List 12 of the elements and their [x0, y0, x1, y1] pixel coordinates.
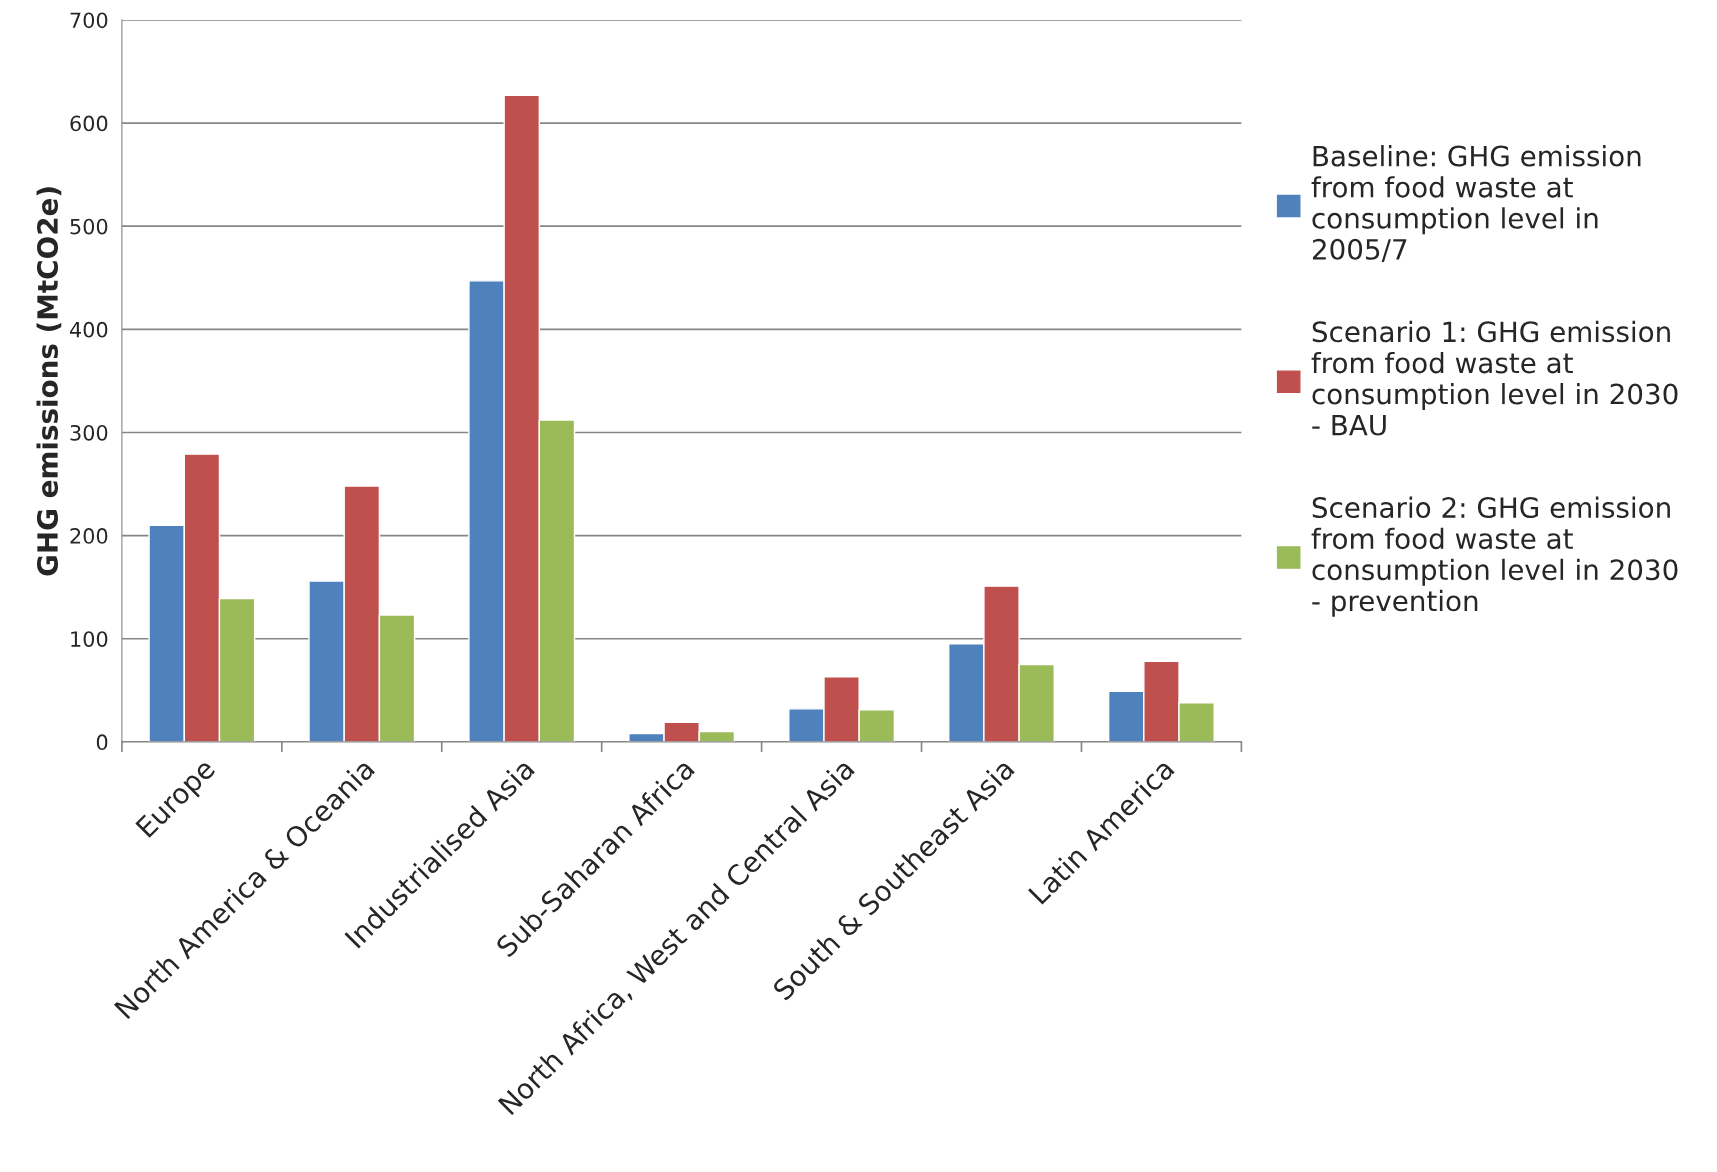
- y-axis-title: GHG emissions (MtCO2e): [36, 187, 62, 576]
- legend-label: Scenario 1: GHG emission from food waste at consumption level in 2030 - BAU: [1311, 320, 1678, 436]
- y-tick-label: 700: [70, 12, 108, 29]
- y-tick-label: 0: [96, 734, 108, 751]
- y-tick-label: 500: [70, 218, 108, 235]
- y-tick-label: 600: [70, 115, 108, 132]
- y-tick-label: 300: [70, 424, 108, 441]
- legend-label: Scenario 2: GHG emission from food waste at consumption level in 2030 - prevention: [1311, 496, 1678, 617]
- legend-label: Baseline: GHG emission from food waste at consumption level in 2005/7: [1311, 145, 1641, 263]
- y-tick-label: 100: [71, 631, 108, 647]
- y-tick-label: 200: [70, 528, 108, 544]
- y-tick-label: 400: [69, 321, 108, 338]
